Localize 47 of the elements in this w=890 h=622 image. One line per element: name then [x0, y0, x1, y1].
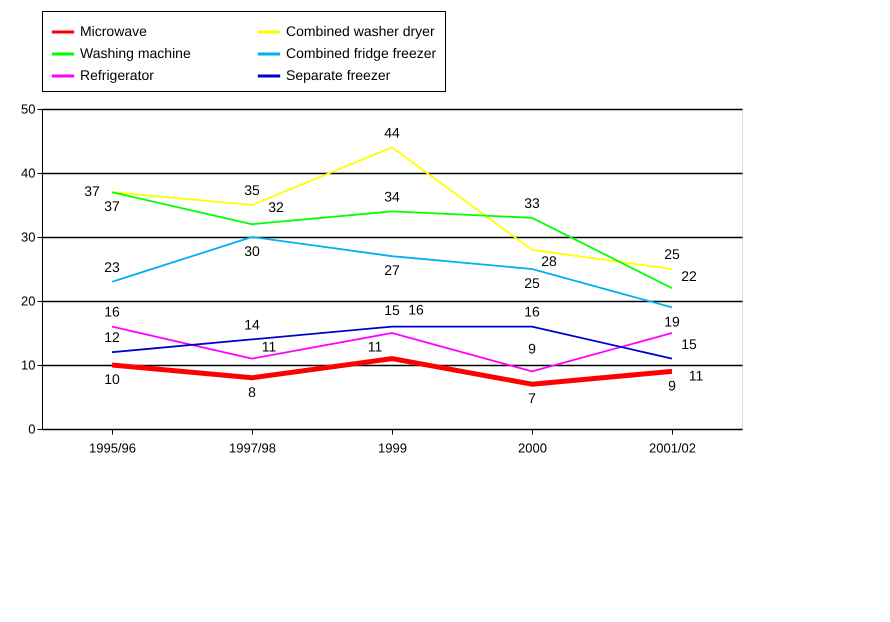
data-label: 11 — [368, 338, 382, 355]
data-label: 16 — [408, 302, 424, 318]
legend-label: Microwave — [80, 23, 148, 39]
data-label: 15 — [384, 302, 400, 318]
data-label: 16 — [524, 304, 540, 320]
data-label: 14 — [244, 316, 260, 332]
data-label: 37 — [84, 183, 100, 200]
data-label: 15 — [681, 336, 697, 352]
y-tick-label: 10 — [21, 358, 36, 372]
legend-label: Combined fridge freezer — [286, 45, 437, 61]
data-label: 11 — [688, 368, 704, 384]
y-tick-label: 30 — [21, 230, 36, 244]
x-tick-label: 1995/96 — [89, 440, 136, 456]
data-label: 10 — [104, 371, 120, 387]
data-label: 28 — [541, 252, 557, 269]
data-label: 35 — [244, 182, 260, 198]
data-label: 30 — [244, 243, 260, 259]
data-label: 25 — [664, 246, 680, 262]
data-label: 19 — [664, 313, 680, 330]
data-label: 9 — [528, 340, 536, 356]
data-label: 12 — [104, 329, 120, 346]
data-label: 23 — [104, 258, 120, 275]
legend-label: Combined washer dryer — [286, 23, 435, 39]
x-tick-label: 2001/02 — [649, 440, 696, 456]
legend-label: Refrigerator — [80, 67, 154, 83]
y-tick-label: 50 — [21, 102, 36, 116]
x-tick-label: 2000 — [518, 440, 547, 456]
legend-label: Washing machine — [80, 45, 191, 61]
data-label: 27 — [384, 262, 400, 278]
data-label: 33 — [524, 194, 540, 211]
data-label: 8 — [248, 384, 256, 400]
data-label: 25 — [524, 275, 540, 291]
data-label: 34 — [384, 188, 400, 204]
data-label: 7 — [528, 390, 536, 406]
data-label: 16 — [104, 304, 120, 320]
legend-label: Separate freezer — [286, 67, 391, 83]
x-tick-label: 1999 — [378, 440, 407, 456]
data-label: 37 — [104, 198, 120, 214]
data-label: 9 — [668, 377, 676, 394]
data-label: 44 — [384, 124, 400, 140]
y-tick-label: 40 — [21, 166, 36, 180]
y-tick-label: 20 — [21, 294, 36, 308]
data-label: 22 — [681, 268, 697, 284]
data-label: 32 — [268, 199, 284, 216]
x-tick-label: 1997/98 — [229, 440, 276, 456]
y-tick-label: 0 — [28, 422, 36, 436]
data-label: 11 — [262, 338, 276, 355]
